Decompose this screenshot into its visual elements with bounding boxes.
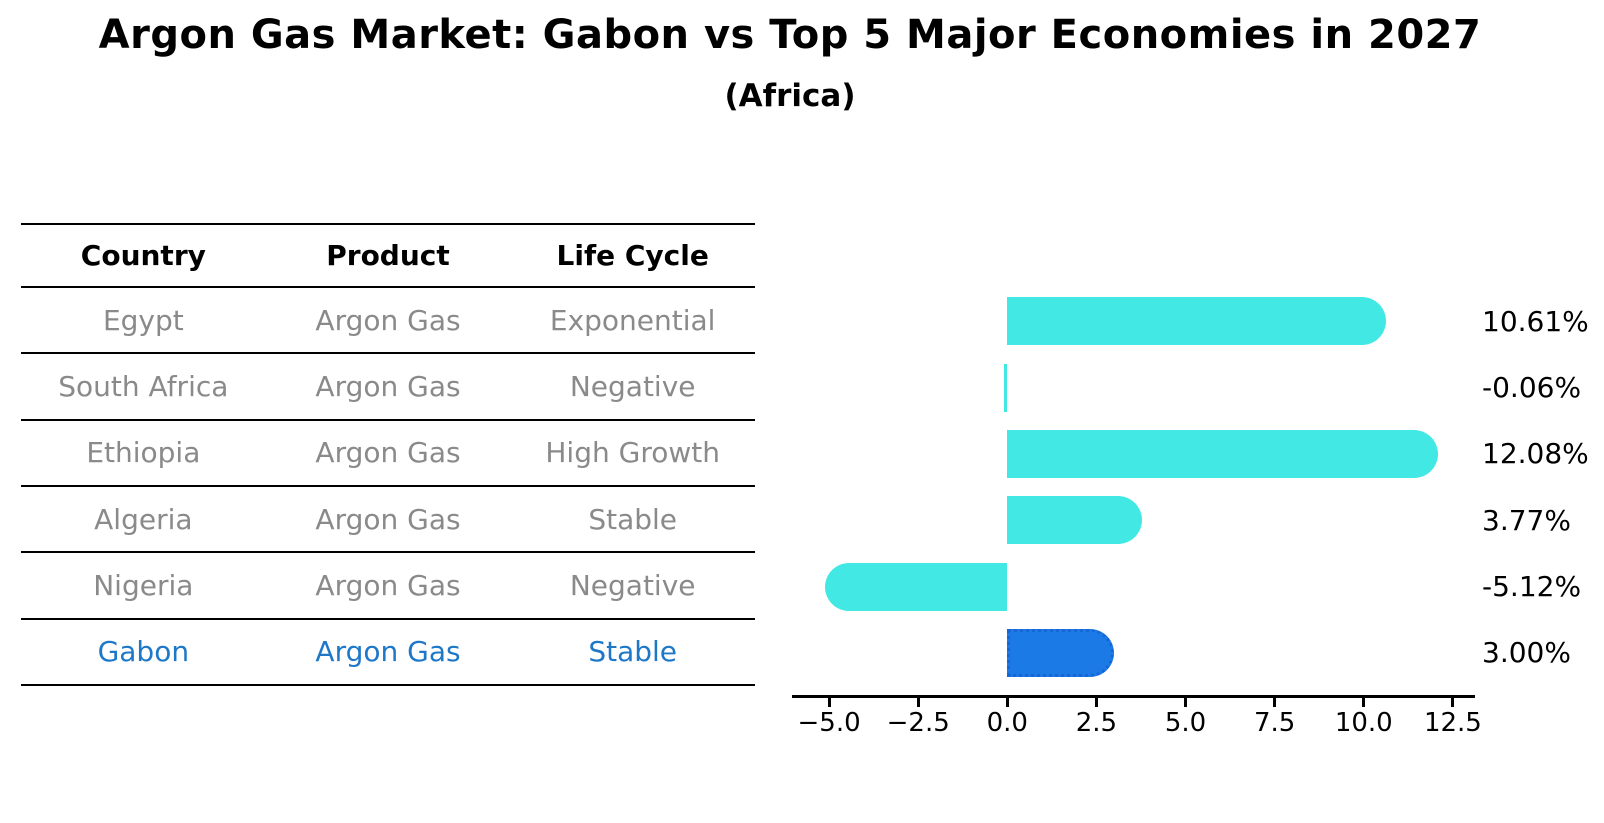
value-label-south-africa: -0.06% xyxy=(1482,370,1582,404)
bar-egypt xyxy=(1007,297,1386,346)
bar-gabon xyxy=(1007,628,1115,677)
table-row-gabon: Gabon Argon Gas Stable xyxy=(21,620,755,686)
table-cell-product: Argon Gas xyxy=(315,303,461,337)
x-tick xyxy=(1005,698,1009,707)
table-row-egypt: Egypt Argon Gas Exponential xyxy=(21,288,755,355)
table-cell-country: Ethiopia xyxy=(86,436,201,470)
x-tick xyxy=(916,698,920,707)
table-row-algeria: Algeria Argon Gas Stable xyxy=(21,487,755,554)
table-cell-product: Argon Gas xyxy=(315,369,461,403)
table-cell-life_cycle: Stable xyxy=(588,502,678,536)
table-cell-country: Algeria xyxy=(94,502,193,536)
table-header-cell-product: Product xyxy=(326,239,450,272)
x-tick-label: −2.5 xyxy=(886,708,950,738)
table-row-ethiopia: Ethiopia Argon Gas High Growth xyxy=(21,421,755,487)
table-body: Egypt Argon Gas Exponential South Africa Arg… xyxy=(21,288,755,686)
x-tick xyxy=(1184,698,1188,707)
bar-ethiopia xyxy=(1007,429,1438,478)
bar-algeria xyxy=(1007,496,1142,545)
table-header-row: Country Product Life Cycle xyxy=(21,223,755,288)
x-tick-label: 0.0 xyxy=(986,708,1028,738)
x-tick xyxy=(1362,698,1366,707)
table-cell-life_cycle: Exponential xyxy=(549,303,716,337)
chart-title: Argon Gas Market: Gabon vs Top 5 Major E… xyxy=(98,12,1482,58)
value-label-algeria: 3.77% xyxy=(1482,503,1571,537)
table-cell-product: Argon Gas xyxy=(315,436,461,470)
table-row-nigeria: Nigeria Argon Gas Negative xyxy=(21,553,755,620)
x-tick-label: −5.0 xyxy=(797,708,861,738)
value-label-egypt: 10.61% xyxy=(1482,304,1589,338)
x-tick-label: 2.5 xyxy=(1075,708,1118,738)
table-cell-life_cycle: High Growth xyxy=(545,436,720,470)
x-tick-label: 12.5 xyxy=(1423,708,1482,738)
value-label-gabon: 3.00% xyxy=(1482,636,1571,670)
x-axis-line xyxy=(792,695,1475,698)
table-cell-life_cycle: Negative xyxy=(569,568,696,602)
value-label-nigeria: -5.12% xyxy=(1482,569,1582,603)
table-cell-life_cycle: Negative xyxy=(569,369,696,403)
bar-chart-plot-area xyxy=(792,288,1475,686)
table-cell-product: Argon Gas xyxy=(315,502,461,536)
bar-south-africa xyxy=(1004,363,1008,412)
x-tick xyxy=(827,698,831,707)
table-cell-product: Argon Gas xyxy=(315,635,461,669)
table-header-cell-life-cycle: Life Cycle xyxy=(556,239,709,272)
table-cell-product: Argon Gas xyxy=(315,568,461,602)
value-label-ethiopia: 12.08% xyxy=(1482,437,1589,471)
x-tick-label: 5.0 xyxy=(1164,708,1207,738)
x-tick xyxy=(1451,698,1455,707)
x-tick-label: 7.5 xyxy=(1253,708,1296,738)
table-cell-life_cycle: Stable xyxy=(588,635,678,669)
x-tick xyxy=(1273,698,1277,707)
table-header-cell-country: Country xyxy=(80,239,206,272)
table-cell-country: Gabon xyxy=(97,635,190,669)
table-cell-country: Egypt xyxy=(102,303,184,337)
country-table: Country Product Life Cycle Egypt Argon Gas E… xyxy=(21,223,755,686)
bar-nigeria xyxy=(824,562,1008,611)
x-tick-label: 10.0 xyxy=(1334,708,1393,738)
chart-subtitle: (Africa) xyxy=(724,78,856,114)
table-cell-country: Nigeria xyxy=(93,568,194,602)
x-tick xyxy=(1094,698,1098,707)
table-cell-country: South Africa xyxy=(58,369,229,403)
table-row-south-africa: South Africa Argon Gas Negative xyxy=(21,354,755,421)
